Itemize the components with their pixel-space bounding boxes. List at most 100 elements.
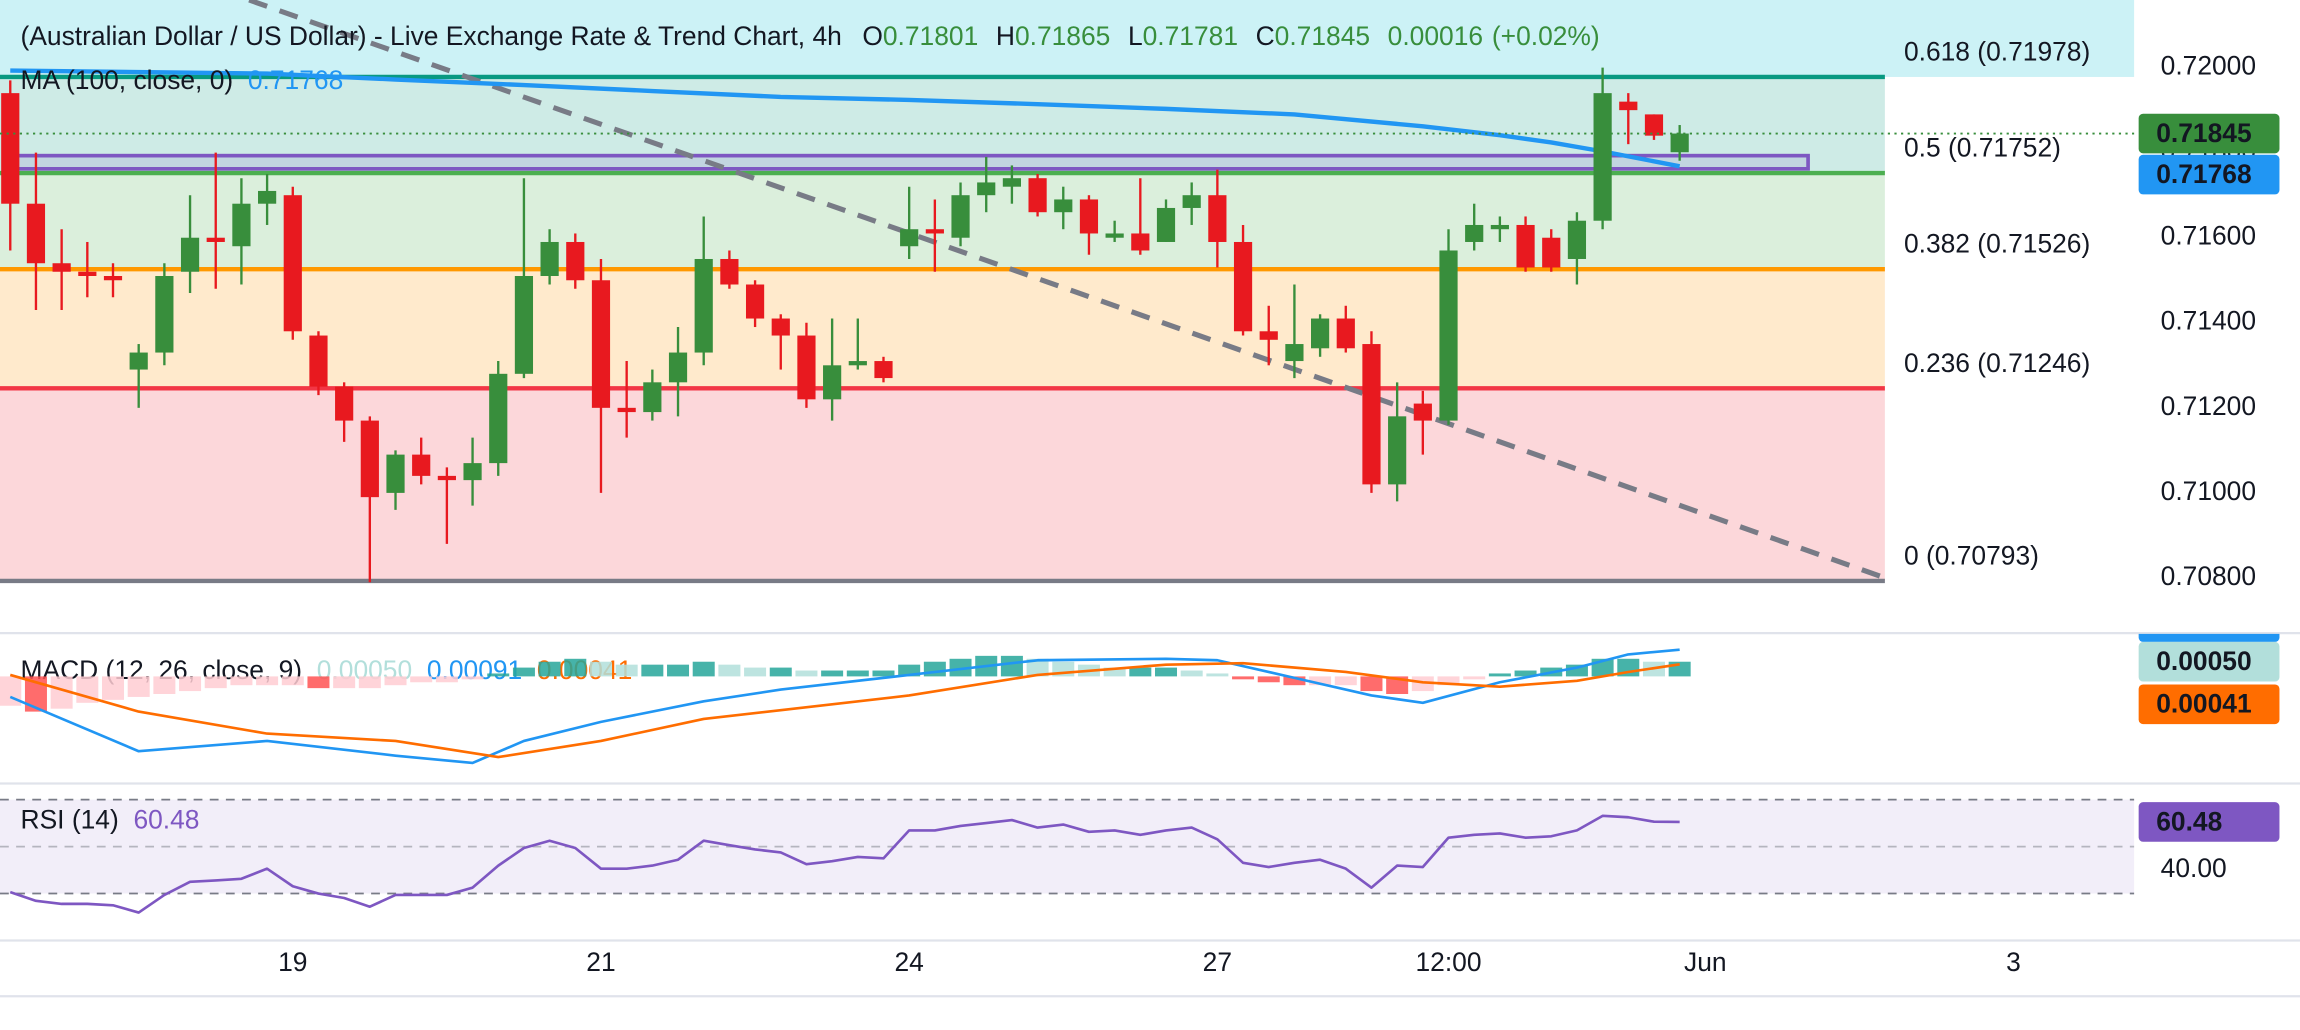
last-price-badge-label: 0.71845 xyxy=(2156,118,2251,148)
fib-label: 0 (0.70793) xyxy=(1904,540,2039,570)
candle-body xyxy=(1336,318,1355,349)
ohlc-label: C xyxy=(1256,21,1275,51)
last-price-badge xyxy=(2138,113,2280,154)
candle-body xyxy=(412,454,431,476)
chart-title: (Australian Dollar / US Dollar) - Live E… xyxy=(21,21,842,51)
candle-body xyxy=(514,276,534,374)
macd-histogram-bar xyxy=(538,661,561,677)
macd-histogram-bar xyxy=(1463,676,1486,680)
x-tick-label: 3 xyxy=(2006,947,2021,977)
rsi-value: 60.48 xyxy=(133,805,199,835)
signal-badge-label: 0.00041 xyxy=(2156,689,2251,719)
ohlc-value: 0.71801 xyxy=(883,21,978,51)
macd-histogram-bar xyxy=(795,670,818,677)
moving-average-line xyxy=(10,68,1681,169)
macd-histogram-bar xyxy=(1668,661,1691,677)
y-tick-label: 0.71400 xyxy=(2161,306,2256,336)
candle-body xyxy=(1465,224,1484,242)
candle-body xyxy=(1,93,20,204)
candle-body xyxy=(745,284,765,319)
macd-histogram-bar xyxy=(102,676,125,700)
candle-body xyxy=(1670,133,1689,153)
candle-body xyxy=(1054,199,1073,213)
y-tick-label: 0.71000 xyxy=(2161,476,2256,506)
macd-histogram-bar xyxy=(333,676,356,689)
macd-histogram-bar xyxy=(718,664,741,677)
fib-label: 0.618 (0.71978) xyxy=(1904,36,2090,66)
pane: MACD (12, 26, close, 9) 0.00050 0.00091 0.0… xyxy=(0,633,2280,765)
y-tick-label: 0.71600 xyxy=(2161,221,2256,251)
macd-histogram-bar xyxy=(512,667,535,677)
macd-histogram-bar xyxy=(1026,658,1049,677)
macd-histogram-bar xyxy=(1257,676,1280,683)
ohlc-value: 0.71845 xyxy=(1275,21,1370,51)
macd-histogram-bar xyxy=(281,676,304,686)
candle-body xyxy=(1002,178,1021,187)
ma-value: 0.71768 xyxy=(248,65,343,95)
y-tick-label: 0.72000 xyxy=(2161,51,2256,81)
x-tick-label: 21 xyxy=(586,947,615,977)
ma-badge xyxy=(2138,154,2280,195)
macd-histogram-bar xyxy=(256,676,279,686)
candle-body xyxy=(1028,178,1047,213)
macd-histogram-bar xyxy=(50,676,73,709)
candle-body xyxy=(617,407,636,413)
candle-body xyxy=(1079,199,1099,234)
rsi-badge xyxy=(2138,802,2280,842)
candle-body xyxy=(874,361,893,379)
candle-body xyxy=(26,203,46,264)
fib-label: 0.5 (0.71752) xyxy=(1904,133,2061,163)
macd-histogram-bar xyxy=(1232,676,1255,680)
macd-histogram-bar xyxy=(615,664,638,677)
fib-label: 0.382 (0.71526) xyxy=(1904,229,2090,259)
macd-histogram-bar xyxy=(564,658,587,677)
macd-histogram-bar xyxy=(1309,676,1332,686)
candle-body xyxy=(1619,101,1638,111)
x-tick-label: 19 xyxy=(278,947,307,977)
histogram-badge-label: 0.00050 xyxy=(2156,646,2251,676)
y-tick-label: 0.71200 xyxy=(2161,391,2256,421)
fib-label: 0.236 (0.71246) xyxy=(1904,348,2090,378)
macd-histogram-bar xyxy=(1488,673,1511,677)
candle-body xyxy=(258,190,277,204)
candle-body xyxy=(694,258,713,353)
candle-body xyxy=(1362,344,1381,485)
candle-body xyxy=(1516,224,1535,268)
candle-body xyxy=(1233,241,1253,332)
macd-histogram-bar xyxy=(898,664,921,677)
candle-body xyxy=(1208,195,1227,242)
macd-histogram-bar xyxy=(1155,667,1178,677)
macd-histogram-bar xyxy=(358,676,381,689)
signal-badge xyxy=(2138,684,2280,725)
macd-histogram-bar xyxy=(1565,664,1588,677)
macd-histogram-bar xyxy=(692,661,715,677)
macd-histogram-bar xyxy=(589,661,612,677)
macd-histogram-bar xyxy=(872,670,895,677)
candle-body xyxy=(78,271,97,277)
candle-body xyxy=(591,280,611,408)
candle-body xyxy=(206,237,225,242)
candle-body xyxy=(1439,250,1458,421)
candle-body xyxy=(771,318,790,336)
candle-body xyxy=(1105,233,1124,238)
macd-histogram-bar xyxy=(769,667,792,677)
candle-body xyxy=(386,454,405,493)
candle-body xyxy=(566,241,585,281)
candle-body xyxy=(283,195,302,332)
candle-body xyxy=(848,361,867,366)
x-tick-label: 24 xyxy=(894,947,923,977)
candle-body xyxy=(900,229,919,247)
pane xyxy=(0,0,2135,584)
macd-histogram-bar xyxy=(1411,676,1434,692)
candle-body xyxy=(335,386,354,421)
candle-body xyxy=(977,182,996,196)
macd-histogram-bar xyxy=(410,676,433,683)
candle-body xyxy=(1259,331,1278,340)
ma-name: MA (100, close, 0) xyxy=(21,65,234,95)
ohlc-label: H xyxy=(996,21,1015,51)
rsi-badge-label: 60.48 xyxy=(2156,806,2222,836)
candle-body xyxy=(463,463,482,481)
candle-body xyxy=(1567,220,1587,259)
candle-body xyxy=(925,229,944,234)
